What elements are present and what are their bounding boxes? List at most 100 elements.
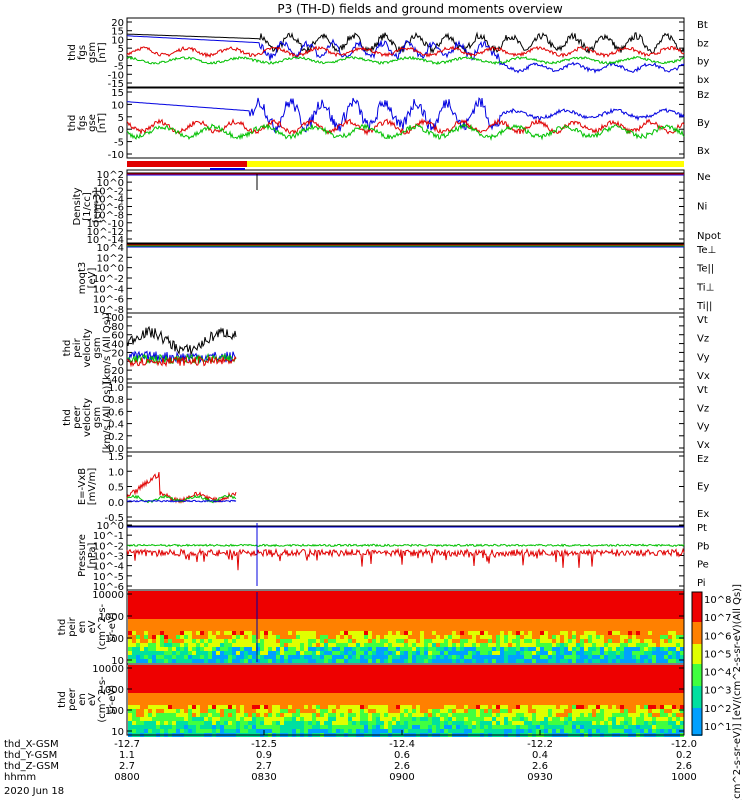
spectrogram-cell	[412, 665, 416, 669]
spectrogram-cell	[300, 643, 304, 647]
spectrogram-cell	[168, 721, 172, 725]
spectrogram-cell	[180, 677, 184, 681]
spectrogram-cell	[276, 659, 280, 663]
spectrogram-cell	[620, 643, 624, 647]
spectrogram-cell	[184, 607, 188, 611]
spectrogram-cell	[336, 685, 340, 689]
spectrogram-cell	[296, 665, 300, 669]
spectrogram-cell	[548, 689, 552, 693]
spectrogram-cell	[368, 635, 372, 639]
spectrogram-cell	[336, 709, 340, 713]
spectrogram-cell	[300, 665, 304, 669]
y-tick-label: 10^-3	[93, 552, 124, 563]
spectrogram-cell	[468, 693, 472, 697]
spectrogram-cell	[616, 627, 620, 631]
spectrogram-cell	[208, 591, 212, 595]
spectrogram-cell	[212, 619, 216, 623]
spectrogram-cell	[388, 693, 392, 697]
spectrogram-cell	[632, 647, 636, 651]
spectrogram-cell	[416, 655, 420, 659]
spectrogram-cell	[136, 685, 140, 689]
spectrogram-cell	[572, 669, 576, 673]
spectrogram-cell	[672, 595, 676, 599]
spectrogram-cell	[472, 655, 476, 659]
spectrogram-cell	[200, 665, 204, 669]
spectrogram-cell	[540, 619, 544, 623]
spectrogram-cell	[256, 591, 260, 595]
spectrogram-cell	[264, 689, 268, 693]
spectrogram-cell	[556, 615, 560, 619]
spectrogram-cell	[436, 681, 440, 685]
spectrogram-cell	[284, 677, 288, 681]
spectrogram-cell	[268, 705, 272, 709]
spectrogram-cell	[628, 721, 632, 725]
spectrogram-cell	[596, 595, 600, 599]
spectrogram-cell	[568, 655, 572, 659]
spectrogram-cell	[436, 635, 440, 639]
spectrogram-cell	[436, 623, 440, 627]
spectrogram-cell	[144, 689, 148, 693]
spectrogram-cell	[380, 677, 384, 681]
spectrogram-cell	[300, 673, 304, 677]
spectrogram-cell	[264, 725, 268, 729]
spectrogram-cell	[564, 693, 568, 697]
spectrogram-cell	[272, 651, 276, 655]
spectrogram-cell	[208, 665, 212, 669]
spectrogram-cell	[340, 655, 344, 659]
spectrogram-cell	[148, 595, 152, 599]
spectrogram-cell	[228, 659, 232, 663]
spectrogram-cell	[364, 643, 368, 647]
spectrogram-cell	[592, 639, 596, 643]
spectrogram-cell	[588, 717, 592, 721]
spectrogram-cell	[204, 725, 208, 729]
spectrogram-cell	[276, 677, 280, 681]
spectrogram-cell	[316, 693, 320, 697]
spectrogram-cell	[404, 607, 408, 611]
spectrogram-cell	[564, 701, 568, 705]
spectrogram-cell	[256, 643, 260, 647]
spectrogram-cell	[360, 655, 364, 659]
spectrogram-cell	[400, 665, 404, 669]
spectrogram-cell	[344, 669, 348, 673]
spectrogram-cell	[528, 599, 532, 603]
spectrogram-cell	[272, 659, 276, 663]
spectrogram-cell	[304, 665, 308, 669]
spectrogram-cell	[644, 651, 648, 655]
spectrogram-cell	[536, 639, 540, 643]
spectrogram-cell	[644, 713, 648, 717]
spectrogram-cell	[620, 611, 624, 615]
spectrogram-cell	[612, 721, 616, 725]
spectrogram-cell	[300, 697, 304, 701]
spectrogram-cell	[524, 665, 528, 669]
spectrogram-cell	[352, 681, 356, 685]
spectrogram-cell	[252, 639, 256, 643]
spectrogram-cell	[504, 685, 508, 689]
series-vt	[126, 325, 237, 355]
spectrogram-cell	[648, 603, 652, 607]
spectrogram-cell	[580, 705, 584, 709]
spectrogram-cell	[472, 639, 476, 643]
spectrogram-cell	[204, 713, 208, 717]
spectrogram-cell	[168, 591, 172, 595]
spectrogram-cell	[228, 685, 232, 689]
spectrogram-cell	[412, 631, 416, 635]
spectrogram-cell	[232, 673, 236, 677]
spectrogram-cell	[400, 639, 404, 643]
spectrogram-cell	[668, 721, 672, 725]
y-tick-label: -10	[108, 70, 124, 81]
spectrogram-cell	[320, 681, 324, 685]
spectrogram-cell	[208, 651, 212, 655]
spectrogram-cell	[248, 619, 252, 623]
spectrogram-cell	[448, 639, 452, 643]
spectrogram-cell	[148, 631, 152, 635]
spectrogram-cell	[136, 647, 140, 651]
spectrogram-cell	[648, 693, 652, 697]
spectrogram-cell	[428, 665, 432, 669]
spectrogram-cell	[372, 651, 376, 655]
spectrogram-cell	[244, 669, 248, 673]
spectrogram-cell	[440, 603, 444, 607]
spectrogram-cell	[488, 651, 492, 655]
spectrogram-cell	[648, 689, 652, 693]
spectrogram-cell	[260, 607, 264, 611]
